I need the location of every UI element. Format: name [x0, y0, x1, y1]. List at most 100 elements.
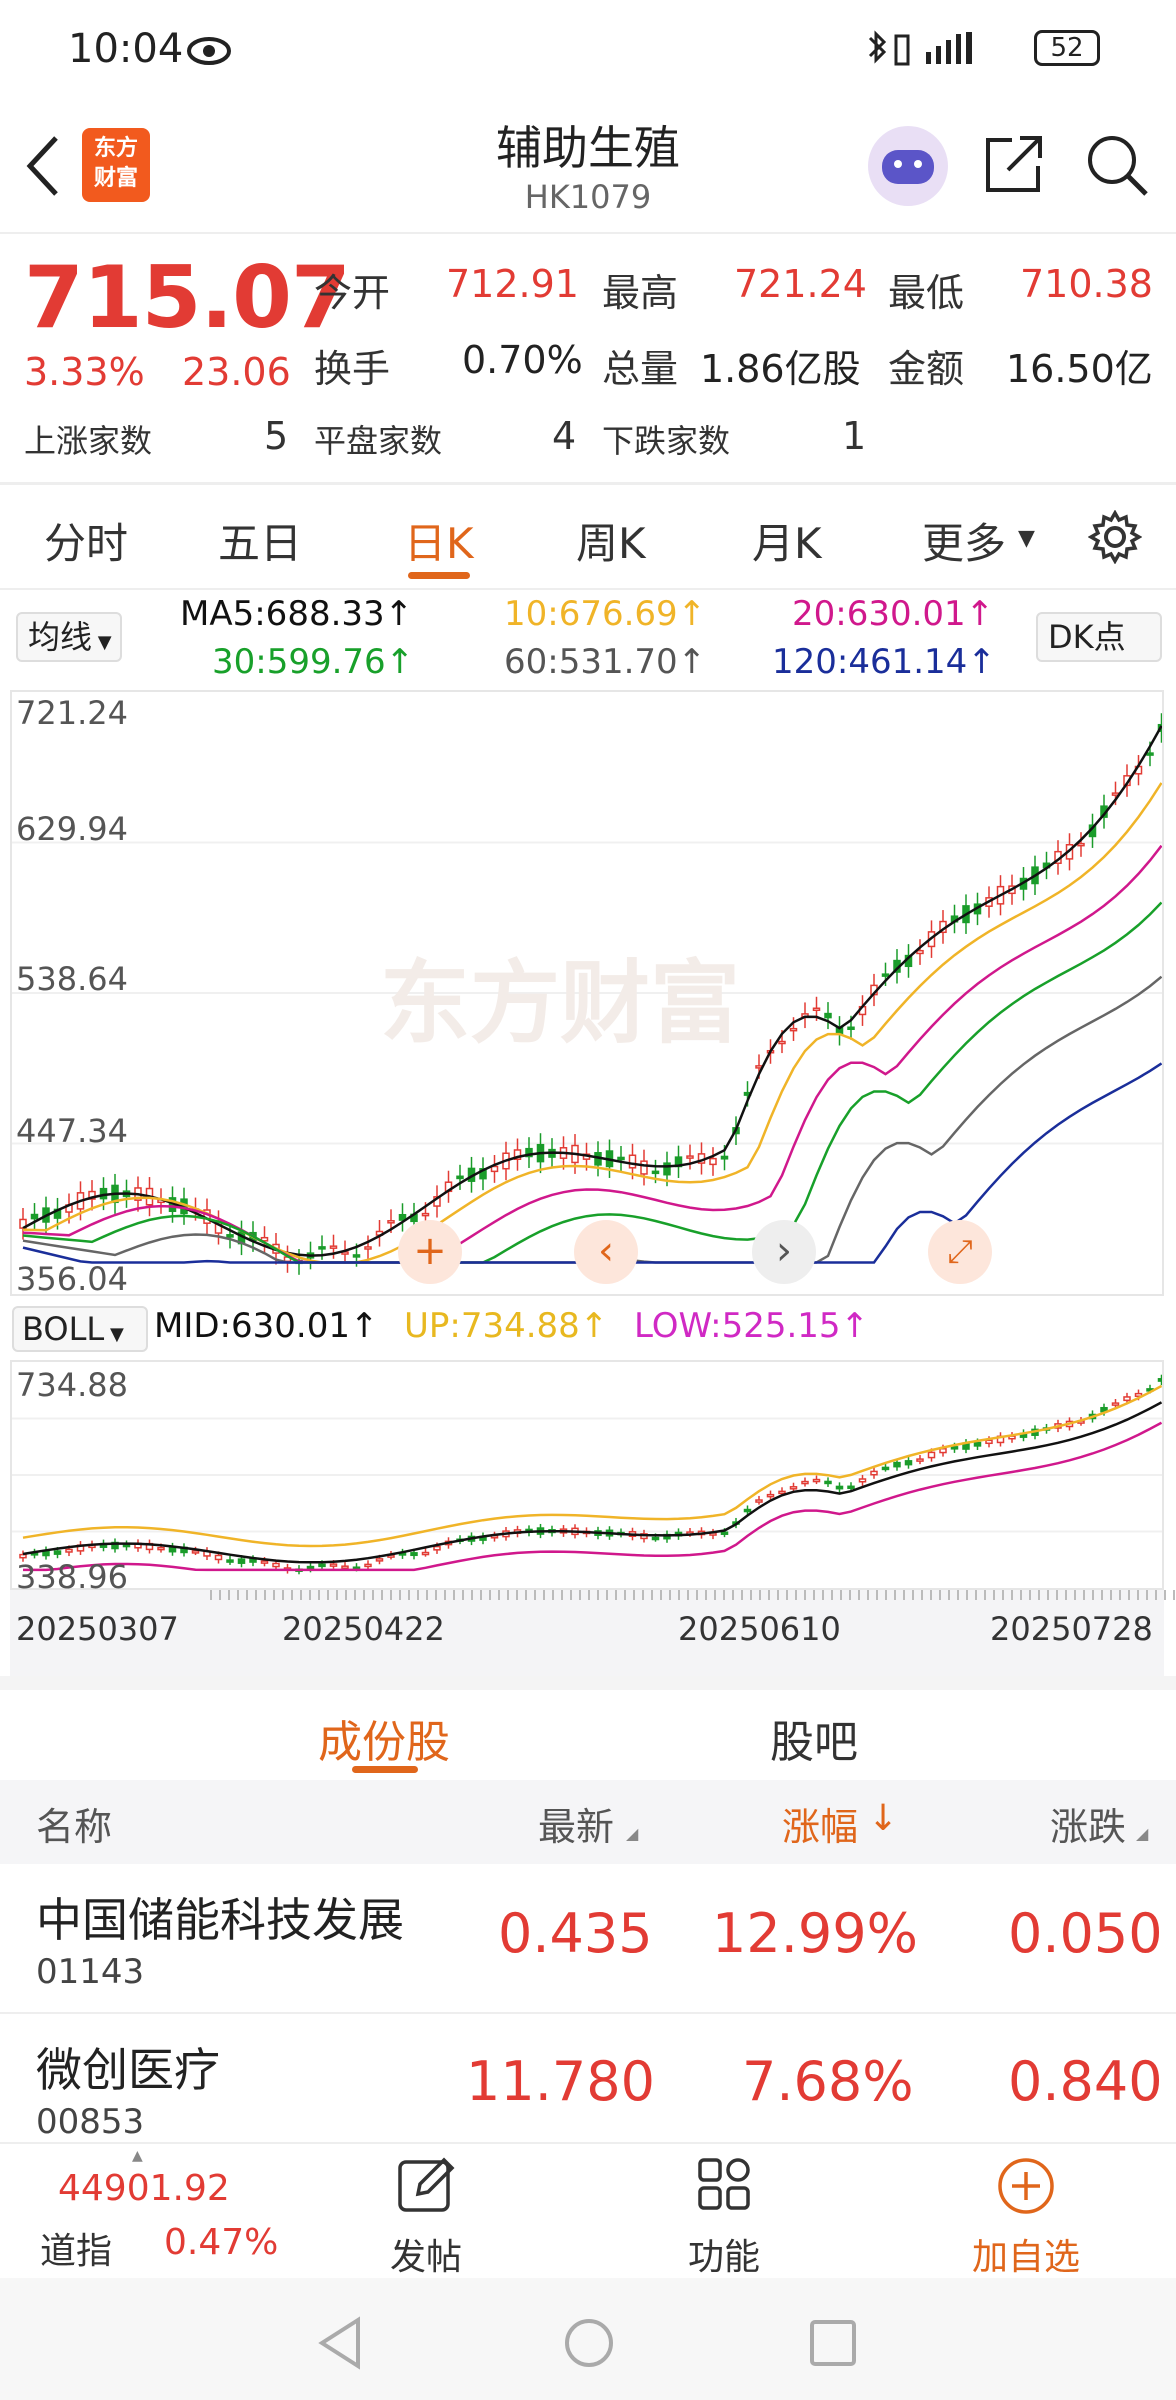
- candle-body: [433, 1545, 441, 1551]
- date-tick: [1092, 1590, 1094, 1600]
- tab-intraday[interactable]: 分时: [44, 519, 129, 568]
- tab-weekly-k[interactable]: 周K: [576, 519, 646, 568]
- stock-code: HK1079: [524, 178, 652, 216]
- date-tick: [1119, 1590, 1121, 1600]
- candle-body: [985, 1439, 993, 1445]
- date-tick: [1038, 1590, 1040, 1600]
- candle-body: [421, 1551, 430, 1556]
- candle-body: [858, 1478, 867, 1483]
- date-tick: [534, 1590, 536, 1600]
- function-button[interactable]: 功能: [688, 2237, 761, 2278]
- zoom-in-button[interactable]: +: [398, 1220, 462, 1284]
- candle-body: [789, 1027, 798, 1032]
- date-tick: [840, 1590, 842, 1600]
- gear-icon[interactable]: [1088, 510, 1142, 564]
- date-tick: [1128, 1590, 1130, 1600]
- share-icon[interactable]: [982, 132, 1046, 196]
- date-tick: [804, 1590, 806, 1600]
- date-tick: [543, 1590, 545, 1600]
- boll-chart[interactable]: [10, 1360, 1164, 1590]
- high-value: 721.24: [734, 262, 867, 306]
- date-tick: [903, 1590, 905, 1600]
- candle-body: [916, 1458, 924, 1462]
- amount-value: 16.50亿: [1006, 347, 1153, 391]
- boll-y-top: 734.88: [16, 1366, 128, 1404]
- candle-body: [318, 1563, 326, 1568]
- list-item[interactable]: 中国储能科技发展 01143 0.435 12.99% 0.050: [0, 1866, 1176, 2014]
- candle-body: [456, 1175, 464, 1180]
- candle-body: [479, 1168, 487, 1180]
- tab-forum[interactable]: 股吧: [770, 1717, 858, 1768]
- flat-count-label: 平盘家数: [314, 422, 443, 460]
- candle-body: [19, 1553, 27, 1559]
- nav-home-icon[interactable]: [562, 2316, 616, 2370]
- date-tick: [741, 1590, 743, 1600]
- bottom-action-bar: [0, 2142, 1176, 2280]
- date-tick: [786, 1590, 788, 1600]
- move-left-button[interactable]: ‹: [574, 1220, 638, 1284]
- index-name: 道指: [40, 2231, 113, 2272]
- date-tick: [597, 1590, 599, 1600]
- tab-five-day[interactable]: 五日: [218, 519, 303, 568]
- back-arrow-icon[interactable]: [22, 134, 62, 198]
- boll-svg: [12, 1374, 1162, 1575]
- candle-body: [801, 1480, 809, 1485]
- list-item[interactable]: 微创医疗 00853 11.780 7.68% 0.840: [0, 2014, 1176, 2142]
- candle-body: [812, 1478, 821, 1483]
- move-right-button[interactable]: ›: [752, 1220, 816, 1284]
- candle-body: [651, 1170, 660, 1175]
- date-tick: [732, 1590, 734, 1600]
- nav-recents-icon[interactable]: [808, 2318, 858, 2368]
- tab-monthly-k[interactable]: 月K: [752, 519, 822, 568]
- tab-constituents[interactable]: 成份股: [318, 1717, 450, 1768]
- date-tick: [714, 1590, 716, 1600]
- edit-icon[interactable]: [396, 2156, 456, 2216]
- date-tick: [993, 1590, 995, 1600]
- col-change[interactable]: 涨跌: [1050, 1805, 1127, 1849]
- candle-body: [525, 1147, 533, 1158]
- candle-body: [1123, 1396, 1131, 1402]
- kline-svg: [12, 713, 1162, 1275]
- date-tick: [1002, 1590, 1004, 1600]
- change-percent: 3.33%: [24, 350, 145, 394]
- candle-body: [364, 1563, 372, 1568]
- col-percent[interactable]: 涨幅: [782, 1805, 859, 1849]
- date-tick: [426, 1590, 428, 1600]
- date-tick: [246, 1590, 248, 1600]
- candle-body: [973, 1441, 982, 1447]
- add-watchlist-button[interactable]: 加自选: [972, 2237, 1081, 2278]
- indicator-selector[interactable]: BOLL ▼: [12, 1306, 148, 1352]
- last-price: 715.07: [24, 248, 351, 348]
- date-tick: [210, 1590, 212, 1600]
- search-icon[interactable]: [1084, 132, 1150, 198]
- indicator-line: [22, 844, 1162, 1264]
- post-button[interactable]: 发帖: [390, 2237, 463, 2278]
- date-tick: [444, 1590, 446, 1600]
- candle-body: [835, 1485, 844, 1490]
- grid-apps-icon[interactable]: [696, 2156, 756, 2216]
- active-tab-indicator: [408, 572, 470, 579]
- candle-body: [847, 1485, 855, 1490]
- y-tick-5: 356.04: [16, 1260, 128, 1298]
- date-tick: [336, 1590, 338, 1600]
- date-tick: [813, 1590, 815, 1600]
- col-latest[interactable]: 最新: [538, 1805, 615, 1849]
- date-axis: [10, 1590, 1175, 1676]
- candle-body: [341, 1565, 349, 1569]
- index-value[interactable]: 44901.92: [58, 2168, 230, 2209]
- tab-more[interactable]: 更多: [922, 519, 1007, 568]
- turnover-label: 换手: [314, 347, 391, 391]
- fullscreen-button[interactable]: ⤢: [928, 1220, 992, 1284]
- date-tick: [606, 1590, 608, 1600]
- candle-body: [1111, 1402, 1120, 1406]
- dk-point-button[interactable]: DK点: [1036, 612, 1162, 662]
- nav-back-icon[interactable]: [316, 2316, 366, 2370]
- date-tick: [345, 1590, 347, 1600]
- tab-daily-k[interactable]: 日K: [404, 519, 474, 568]
- y-tick-3: 538.64: [16, 960, 128, 998]
- assistant-robot-icon[interactable]: [868, 126, 948, 206]
- kline-chart[interactable]: [10, 690, 1164, 1296]
- date-label-3: 20250610: [678, 1610, 841, 1648]
- add-circle-icon[interactable]: [996, 2156, 1056, 2216]
- ma-selector[interactable]: 均线 ▼: [16, 612, 122, 662]
